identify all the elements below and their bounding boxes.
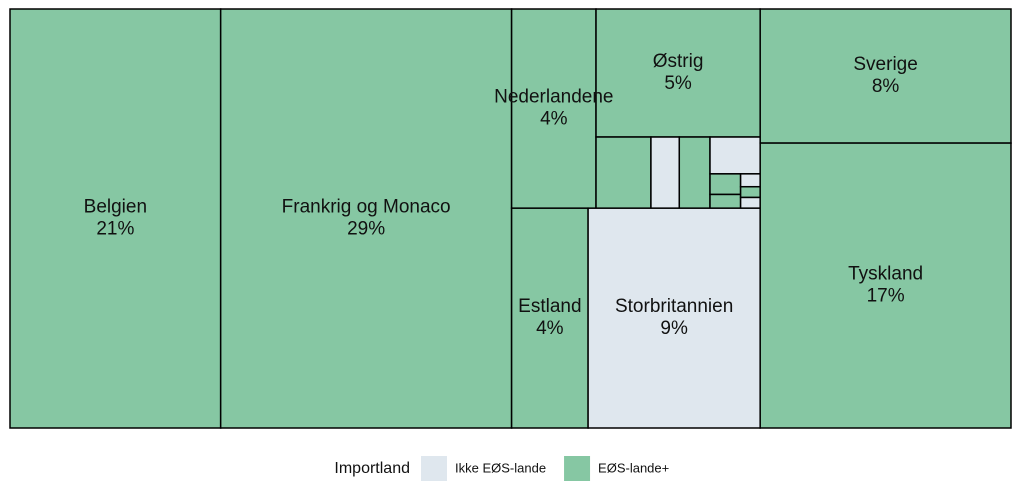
tile-value: 17%	[867, 286, 905, 307]
treemap-tile	[739, 173, 761, 188]
legend-swatch	[564, 456, 591, 481]
tile-value: 5%	[664, 73, 692, 94]
tile-value: 21%	[96, 219, 134, 240]
tile-label: Estland	[518, 296, 581, 317]
treemap-tile	[739, 185, 761, 199]
treemap-tile	[678, 136, 711, 209]
tile-value: 4%	[540, 109, 568, 130]
treemap-tile	[219, 8, 513, 429]
tile-value: 9%	[660, 318, 688, 339]
treemap-tile	[709, 193, 742, 209]
tile-label: Sverige	[853, 54, 917, 75]
tile-value: 8%	[872, 76, 900, 97]
legend-label: EØS-lande+	[598, 460, 669, 475]
legend-swatch	[421, 456, 447, 481]
tile-label: Belgien	[84, 197, 147, 218]
treemap-tile	[709, 173, 742, 196]
treemap-tile	[759, 142, 1012, 429]
treemap-tile	[9, 8, 222, 429]
treemap-tile	[510, 8, 597, 209]
tile-label: Tyskland	[848, 264, 923, 285]
treemap-tile	[587, 207, 761, 429]
tile-label: Nederlandene	[494, 87, 613, 108]
treemap-tile	[595, 136, 652, 209]
tile-label: Østrig	[653, 51, 704, 72]
treemap-tile	[650, 136, 681, 209]
legend-label: Ikke EØS-lande	[455, 460, 546, 475]
legend-title: Importland	[334, 460, 410, 477]
treemap-tile	[595, 8, 761, 138]
tile-value: 29%	[347, 219, 385, 240]
tile-label: Storbritannien	[615, 296, 733, 317]
tile-label: Frankrig og Monaco	[282, 197, 451, 218]
treemap-tile	[739, 196, 761, 209]
treemap-tile	[709, 136, 761, 175]
treemap-tile	[510, 207, 589, 429]
tile-value: 4%	[536, 318, 564, 339]
